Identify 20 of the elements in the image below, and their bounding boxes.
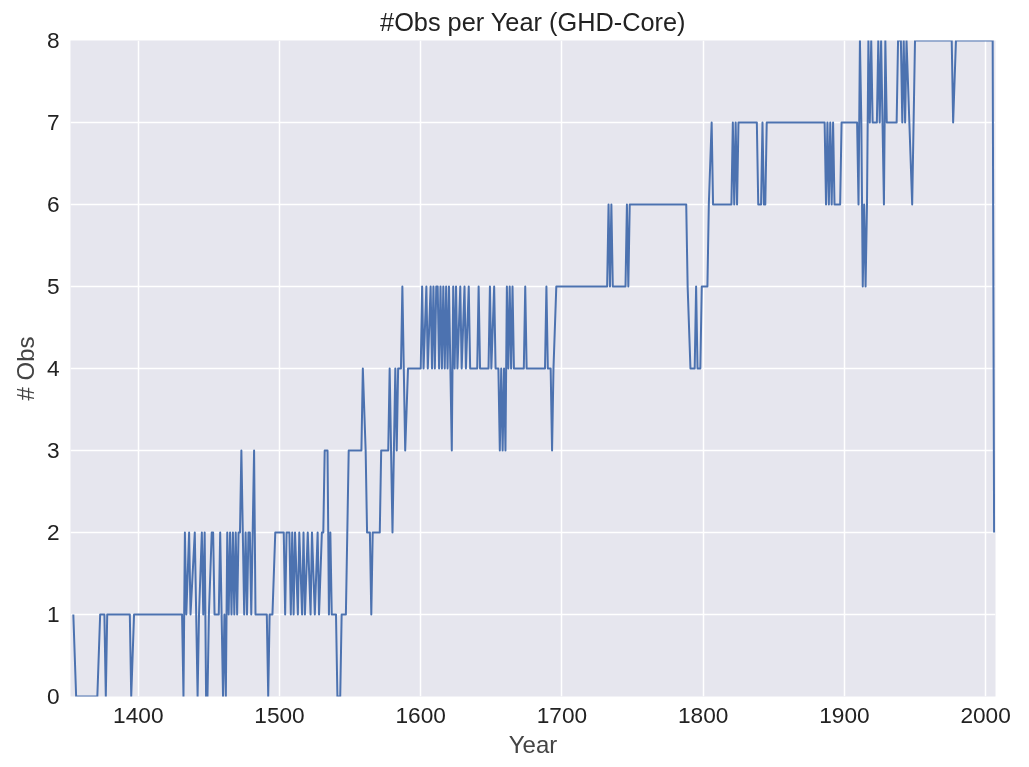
y-tick-label: 3 <box>46 437 60 463</box>
x-tick-label: 1700 <box>536 701 588 728</box>
chart-title: #Obs per Year (GHD-Core) <box>380 7 686 36</box>
y-tick-label: 7 <box>46 109 60 135</box>
line-series <box>72 40 996 697</box>
x-tick-label: 1900 <box>819 701 870 728</box>
x-tick-label: 1400 <box>113 701 164 728</box>
y-tick-label: 1 <box>46 601 60 627</box>
x-tick-label: 1500 <box>254 701 305 728</box>
y-tick-label: 8 <box>46 27 60 53</box>
y-tick-label: 0 <box>46 683 60 709</box>
y-axis-title: # Obs <box>11 336 39 401</box>
x-tick-label: 2000 <box>960 701 1011 728</box>
y-tick-label: 5 <box>46 273 60 299</box>
y-tick-label: 6 <box>46 191 60 217</box>
x-tick-label: 1600 <box>395 701 446 728</box>
x-axis-title: Year <box>508 730 558 758</box>
x-tick-label: 1800 <box>677 701 729 728</box>
y-tick-label: 2 <box>46 519 60 545</box>
y-tick-label: 4 <box>46 355 60 381</box>
